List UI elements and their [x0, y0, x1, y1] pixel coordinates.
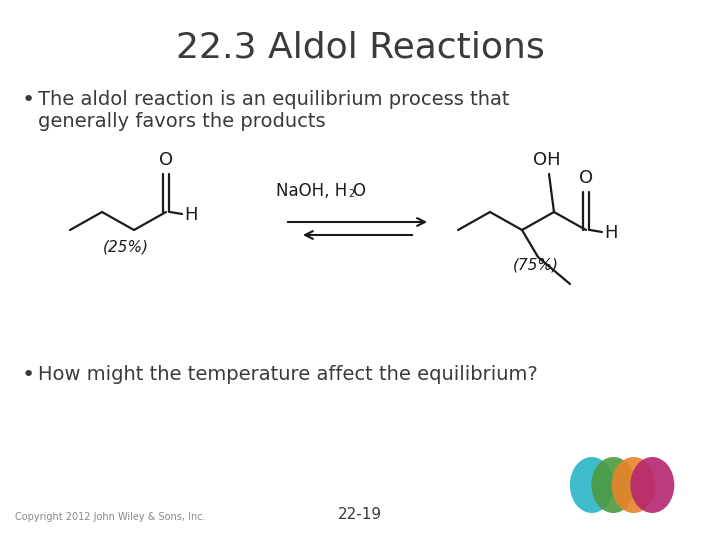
Text: O: O: [579, 169, 593, 187]
Text: How might the temperature affect the equilibrium?: How might the temperature affect the equ…: [38, 365, 538, 384]
Text: 22-19: 22-19: [338, 507, 382, 522]
Ellipse shape: [570, 457, 614, 513]
Ellipse shape: [611, 457, 656, 513]
Ellipse shape: [630, 457, 675, 513]
Text: The aldol reaction is an equilibrium process that: The aldol reaction is an equilibrium pro…: [38, 90, 510, 109]
Text: (75%): (75%): [513, 258, 559, 273]
Text: H: H: [184, 206, 197, 224]
Text: Copyright 2012 John Wiley & Sons, Inc.: Copyright 2012 John Wiley & Sons, Inc.: [15, 512, 206, 522]
Text: O: O: [159, 151, 173, 169]
Text: O: O: [353, 182, 366, 200]
Text: 22.3 Aldol Reactions: 22.3 Aldol Reactions: [176, 30, 544, 64]
Text: H: H: [604, 224, 618, 242]
Ellipse shape: [591, 457, 636, 513]
Text: •: •: [22, 365, 35, 385]
Text: $_2$: $_2$: [348, 186, 355, 200]
Text: •: •: [22, 90, 35, 110]
Text: generally favors the products: generally favors the products: [38, 112, 325, 131]
Text: (25%): (25%): [103, 240, 149, 255]
Text: OH: OH: [534, 151, 561, 169]
Text: NaOH, H: NaOH, H: [276, 182, 348, 200]
